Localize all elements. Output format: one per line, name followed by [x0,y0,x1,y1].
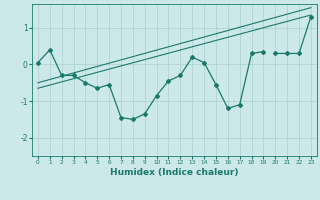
X-axis label: Humidex (Indice chaleur): Humidex (Indice chaleur) [110,168,239,177]
